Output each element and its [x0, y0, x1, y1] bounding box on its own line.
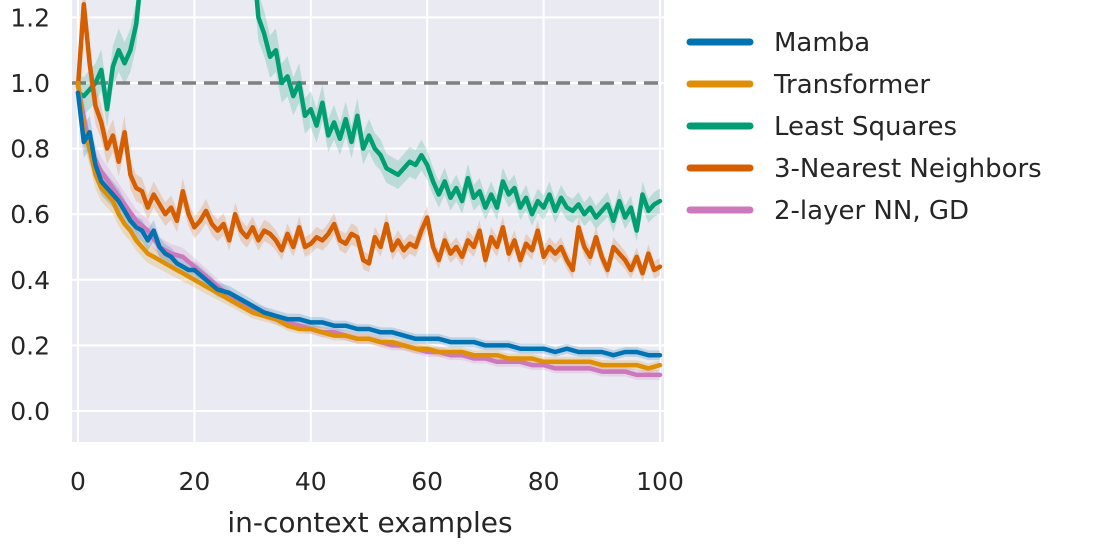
- x-tick-label: 0: [70, 467, 86, 496]
- y-tick-labels: 0.0 0.2 0.4 0.6 0.8 1.0 1.2: [10, 3, 50, 426]
- legend-label: 2-layer NN, GD: [774, 196, 969, 226]
- legend-label: Mamba: [774, 28, 870, 58]
- x-tick-label: 100: [636, 467, 684, 496]
- least-squares-band: [78, 0, 660, 242]
- mamba-line: [75, 90, 663, 358]
- y-tick-label: 0.0: [10, 397, 50, 426]
- transformer-line: [75, 80, 663, 371]
- x-tick-labels: 0 20 40 60 80 100: [70, 467, 684, 496]
- y-tick-label: 1.0: [10, 69, 50, 98]
- least-squares-line: [75, 0, 663, 233]
- y-tick-label: 0.4: [10, 266, 50, 295]
- plot-background: [72, 0, 664, 442]
- y-tick-label: 1.2: [10, 3, 50, 32]
- y-tick-label: 0.6: [10, 200, 50, 229]
- x-axis-title: in-context examples: [227, 506, 512, 539]
- legend-label: Transformer: [773, 70, 930, 100]
- legend-label: 3-Nearest Neighbors: [774, 154, 1042, 184]
- legend: Mamba Transformer Least Squares 3-Nearest N…: [686, 28, 1042, 226]
- series-lines: [75, 0, 663, 378]
- x-tick-label: 80: [528, 467, 560, 496]
- x-tick-label: 40: [295, 467, 327, 496]
- legend-label: Least Squares: [774, 112, 957, 142]
- 3-nearest-neighbors-line: [75, 2, 663, 276]
- x-tick-label: 60: [411, 467, 443, 496]
- y-tick-label: 0.2: [10, 331, 50, 360]
- x-tick-label: 20: [178, 467, 210, 496]
- y-tick-label: 0.8: [10, 135, 50, 164]
